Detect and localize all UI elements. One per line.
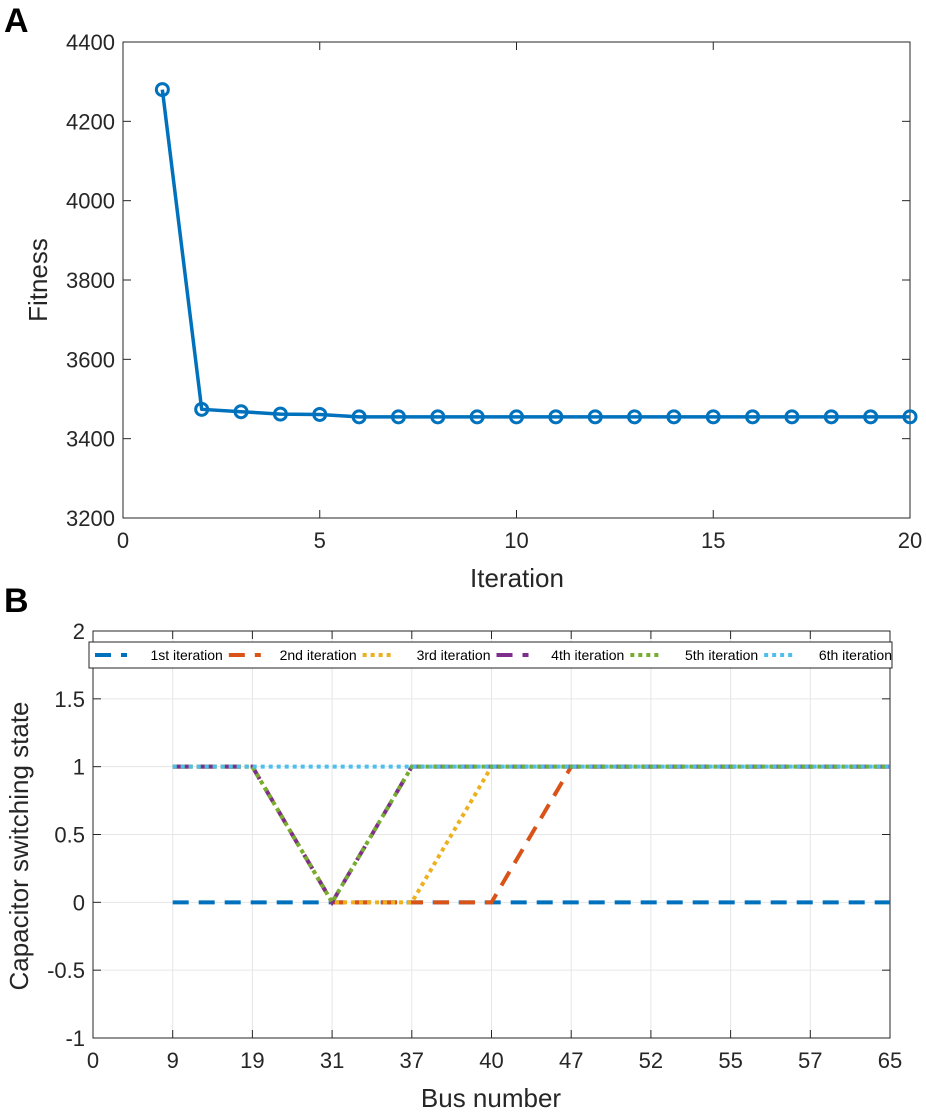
data-point xyxy=(272,406,288,422)
panel-b-chart: B -1 -0.5 0 0.5 1 1.5 2 0 9 19 31 37 40 47 52 55 57 65 1… xyxy=(4,582,902,1113)
x-tick-label: 40 xyxy=(479,1048,503,1073)
panel-a-x-axis-title: Iteration xyxy=(470,563,564,593)
data-point xyxy=(863,409,879,425)
panel-a-letter: A xyxy=(4,2,29,40)
panel-b-x-ticks: 0 9 19 31 37 40 47 52 55 57 65 xyxy=(87,631,902,1073)
legend-box xyxy=(88,641,893,669)
data-point xyxy=(627,409,643,425)
y-tick-label: 1.5 xyxy=(54,687,85,712)
data-point xyxy=(823,409,839,425)
legend-entry-label: 1st iteration xyxy=(150,647,222,663)
data-point xyxy=(154,82,170,98)
x-tick-label: 0 xyxy=(117,528,129,553)
x-tick-label: 9 xyxy=(167,1048,179,1073)
panel-a-y-ticks: 3200 3400 3600 3800 4000 4200 4400 xyxy=(66,30,910,531)
legend-entry-label: 5th iteration xyxy=(685,647,758,663)
y-tick-label: 4000 xyxy=(66,189,115,214)
y-tick-label: 1 xyxy=(73,755,85,780)
data-point xyxy=(194,401,210,417)
data-point xyxy=(430,409,446,425)
panel-b-x-axis-title: Bus number xyxy=(421,1083,562,1113)
series-line xyxy=(172,764,890,907)
panel-a-x-ticks: 0 5 10 15 20 xyxy=(117,42,922,553)
panel-b-legend: 1st iteration 2nd iteration 3rd iteration 4… xyxy=(88,641,893,669)
y-tick-label: 3600 xyxy=(66,347,115,372)
legend-entry-label: 6th iteration xyxy=(819,647,892,663)
x-tick-label: 19 xyxy=(240,1048,264,1073)
y-tick-label: -1 xyxy=(65,1026,85,1051)
legend-entry-label: 2nd iteration xyxy=(280,647,357,663)
panel-a-y-axis-title: Fitness xyxy=(23,238,53,322)
data-point xyxy=(233,404,249,420)
y-tick-label: 4200 xyxy=(66,109,115,134)
x-tick-label: 15 xyxy=(701,528,725,553)
series-line xyxy=(172,764,890,907)
y-tick-label: 2 xyxy=(73,619,85,644)
data-point xyxy=(312,406,328,422)
x-tick-label: 55 xyxy=(718,1048,742,1073)
y-tick-label: 3200 xyxy=(66,506,115,531)
y-tick-label: 0.5 xyxy=(54,823,85,848)
x-tick-label: 52 xyxy=(639,1048,663,1073)
y-tick-label: 3400 xyxy=(66,427,115,452)
panel-b-y-axis-title: Capacitor switching state xyxy=(4,701,34,990)
legend-entry-label: 3rd iteration xyxy=(417,647,491,663)
data-point xyxy=(351,409,367,425)
data-point xyxy=(469,409,485,425)
data-point xyxy=(705,409,721,425)
x-tick-label: 10 xyxy=(504,528,528,553)
data-point xyxy=(666,409,682,425)
x-tick-label: 31 xyxy=(320,1048,344,1073)
y-tick-label: 4400 xyxy=(66,30,115,55)
panel-a-series xyxy=(154,82,918,425)
x-tick-label: 20 xyxy=(898,528,922,553)
legend-entry-label: 4th iteration xyxy=(551,647,624,663)
y-tick-label: 0 xyxy=(73,890,85,915)
panel-b-y-ticks: -1 -0.5 0 0.5 1 1.5 2 xyxy=(47,619,890,1051)
panel-b-letter: B xyxy=(4,582,29,620)
x-tick-label: 37 xyxy=(400,1048,424,1073)
data-point xyxy=(745,409,761,425)
data-point xyxy=(548,409,564,425)
data-point xyxy=(390,409,406,425)
data-point xyxy=(902,409,918,425)
x-tick-label: 47 xyxy=(559,1048,583,1073)
panel-b-series xyxy=(172,764,890,907)
x-tick-label: 0 xyxy=(87,1048,99,1073)
data-point xyxy=(509,409,524,425)
y-tick-label: 3800 xyxy=(66,268,115,293)
data-point xyxy=(784,409,800,425)
x-tick-label: 57 xyxy=(798,1048,822,1073)
x-tick-label: 5 xyxy=(314,528,326,553)
data-point xyxy=(587,409,603,425)
x-tick-label: 65 xyxy=(878,1048,902,1073)
y-tick-label: -0.5 xyxy=(47,958,85,983)
panel-a-plot-area xyxy=(122,41,911,519)
